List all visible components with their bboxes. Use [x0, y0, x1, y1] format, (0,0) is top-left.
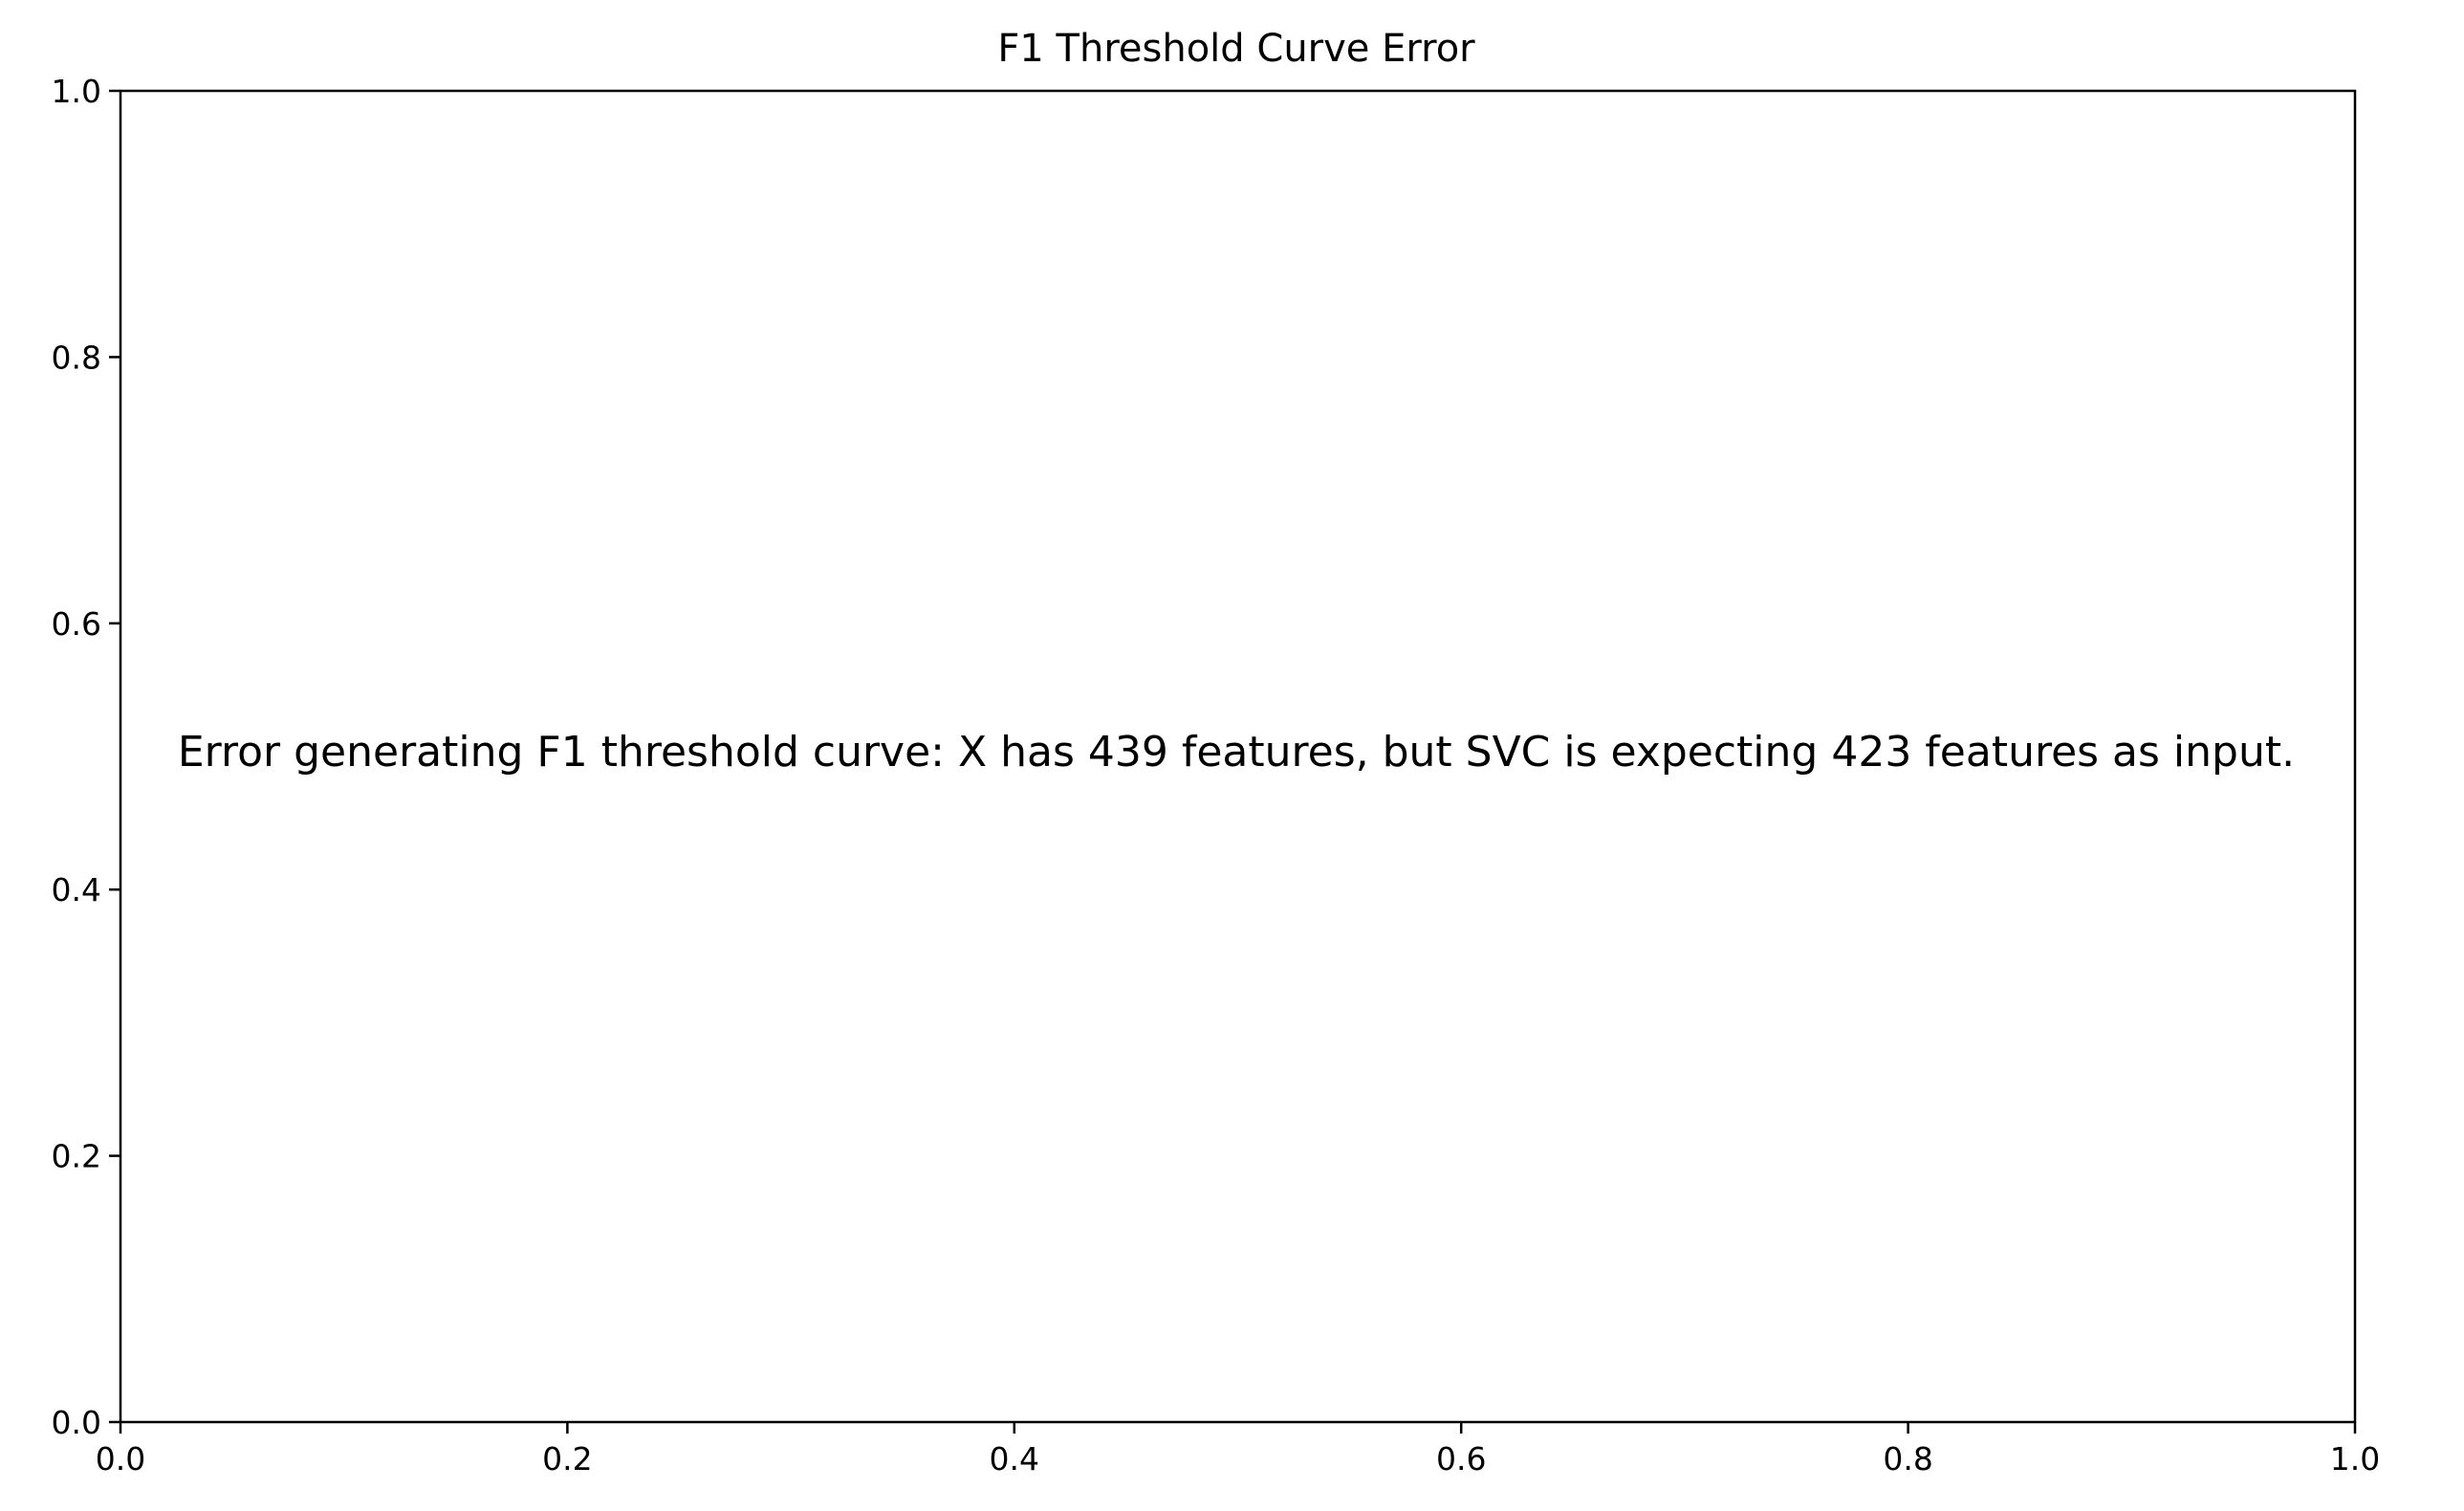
x-tick-label: 0.4	[990, 1440, 1039, 1478]
x-tick-label: 0.2	[542, 1440, 592, 1478]
x-tick-label: 0.0	[96, 1440, 145, 1478]
x-tick-label: 1.0	[2330, 1440, 2380, 1478]
y-tick-label: 0.8	[52, 339, 101, 376]
y-tick-label: 0.6	[52, 605, 101, 643]
error-message: Error generating F1 threshold curve: X h…	[178, 728, 2295, 777]
x-axis: 0.0 0.2 0.4 0.6 0.8 1.0	[96, 1422, 2380, 1478]
axes-frame	[119, 89, 2357, 1424]
y-tick-label: 0.0	[52, 1404, 101, 1441]
y-tick-label: 0.2	[52, 1138, 101, 1175]
x-tick-label: 0.8	[1883, 1440, 1932, 1478]
chart-title: F1 Threshold Curve Error	[997, 27, 1475, 71]
y-tick-label: 1.0	[52, 73, 101, 110]
y-axis: 0.0 0.2 0.4 0.6 0.8 1.0	[52, 73, 120, 1441]
y-tick-label: 0.4	[52, 871, 101, 909]
x-tick-label: 0.6	[1436, 1440, 1486, 1478]
plot-area	[119, 89, 2357, 1424]
